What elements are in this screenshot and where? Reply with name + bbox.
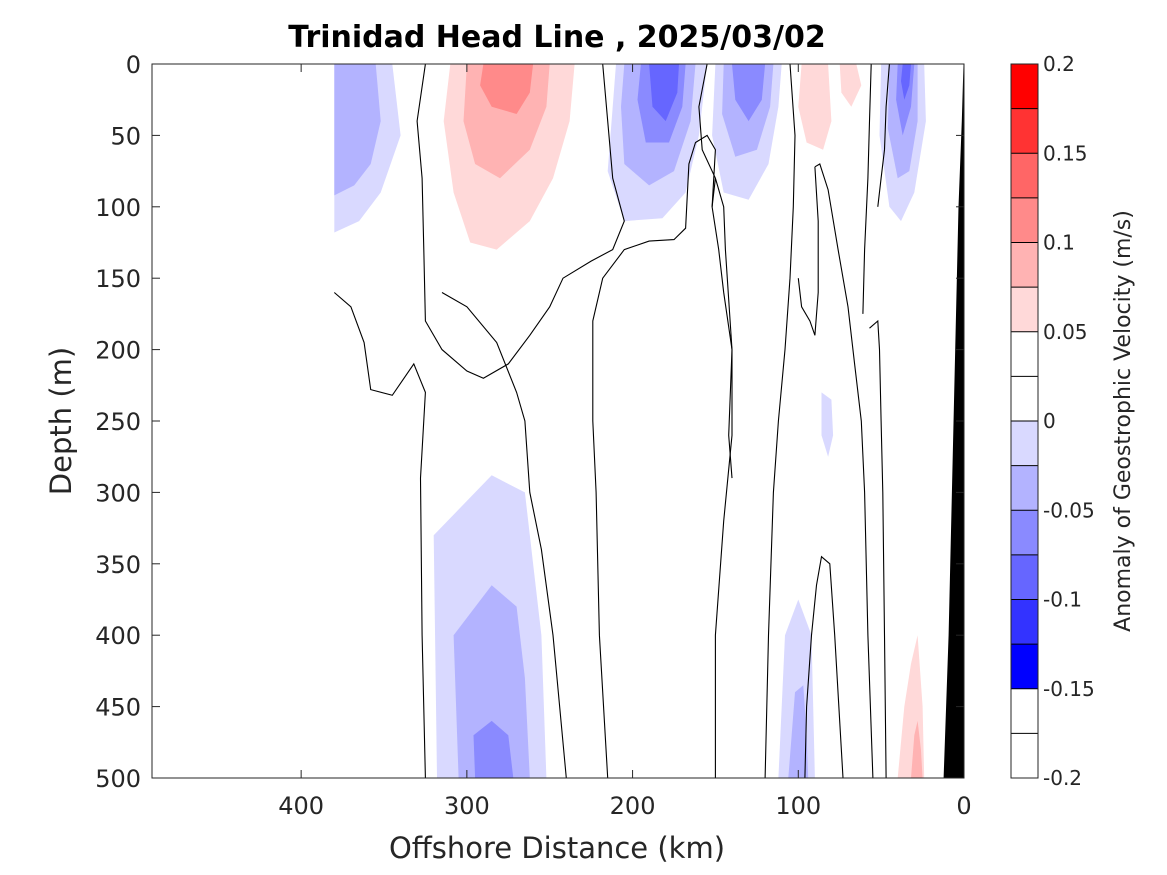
y-tick-label-450: 450 (95, 694, 141, 722)
contour-region-15 (839, 64, 862, 107)
colorbar-tick-label-7: -0.15 (1043, 677, 1095, 701)
y-tick-label-150: 150 (95, 265, 141, 293)
x-tick-label-300: 300 (444, 792, 490, 820)
contour-region-12 (732, 64, 766, 122)
colorbar-segment-0 (1011, 733, 1038, 778)
zero-contour-4 (592, 134, 733, 778)
colorbar-segment-4 (1011, 554, 1038, 600)
colorbar-segment-14 (1011, 108, 1038, 154)
y-axis-label: Depth (m) (44, 347, 78, 495)
x-axis-label: Offshore Distance (km) (389, 831, 725, 865)
y-tick-label-250: 250 (95, 408, 141, 436)
colorbar-segment-2 (1011, 644, 1038, 689)
colorbar-segment-13 (1011, 153, 1038, 198)
colorbar-segment-8 (1011, 376, 1038, 421)
zero-contour-7 (804, 555, 844, 778)
colorbar-tick-label-2: 0.1 (1043, 231, 1075, 255)
colorbar-segment-1 (1011, 688, 1038, 734)
chart-title: Trinidad Head Line , 2025/03/02 (288, 20, 825, 55)
y-tick-label-500: 500 (95, 765, 141, 793)
contour-region-25 (616, 335, 674, 778)
colorbar-segment-6 (1011, 465, 1038, 511)
colorbar-segment-9 (1011, 331, 1038, 377)
zero-contour-1 (416, 64, 625, 379)
bathymetry (914, 64, 964, 778)
contour-region-28 (788, 685, 809, 778)
colorbar-segment-5 (1011, 510, 1038, 555)
y-tick-label-350: 350 (95, 551, 141, 579)
colorbar-tick-label-3: 0.05 (1043, 320, 1088, 344)
x-tick-label-100: 100 (775, 792, 821, 820)
zero-contours (333, 64, 890, 778)
contour-region-1 (334, 64, 381, 196)
colorbar-segment-3 (1011, 599, 1038, 645)
contour-region-5 (480, 64, 534, 114)
zero-contour-0 (333, 292, 426, 778)
contour-region-21 (334, 421, 404, 778)
zero-contour-2 (441, 292, 567, 778)
y-tick-label-50: 50 (110, 122, 141, 150)
zero-contour-11 (869, 319, 887, 778)
colorbar-segment-15 (1011, 64, 1038, 109)
x-axis: 400 300 200 100 0 (278, 64, 972, 820)
x-tick-label-400: 400 (278, 792, 324, 820)
seafloor-wedge (914, 64, 964, 778)
zero-contour-8 (814, 163, 874, 778)
contour-region-23 (453, 585, 530, 778)
contour-region-26 (715, 449, 769, 778)
contour-region-24 (473, 720, 514, 778)
y-tick-label-200: 200 (95, 337, 141, 365)
contour-region-14 (798, 64, 832, 150)
zero-contour-10 (862, 64, 872, 314)
colorbar-segment-12 (1011, 197, 1038, 243)
y-tick-label-300: 300 (95, 479, 141, 507)
y-tick-label-400: 400 (95, 622, 141, 650)
contour-region-20 (821, 392, 834, 457)
y-axis: 0 50 100 150 200 250 300 350 400 450 500 (95, 51, 964, 793)
colorbar-tick-label-8: -0.2 (1043, 766, 1082, 790)
colorbar-segment-10 (1011, 287, 1038, 332)
colorbar-tick-label-1: 0.15 (1043, 141, 1088, 165)
contour-region-19 (901, 64, 911, 100)
colorbar-tick-label-5: -0.05 (1043, 498, 1095, 522)
y-tick-label-0: 0 (126, 51, 141, 79)
x-tick-label-0: 0 (956, 792, 971, 820)
colorbar-label: Anomaly of Geostrophic Velocity (m/s) (1111, 210, 1136, 632)
zero-contour-6 (764, 64, 796, 778)
zero-contour-3 (698, 64, 733, 778)
colorbar-segment-11 (1011, 242, 1038, 288)
plot-area (151, 63, 965, 779)
colorbar: 0.2 0.15 0.1 0.05 0 -0.05 -0.1 -0.15 -0.2 (1010, 52, 1095, 790)
contour-region-31 (911, 720, 923, 778)
zero-contour-12 (877, 64, 890, 207)
colorbar-segment-7 (1011, 421, 1038, 466)
x-tick-label-200: 200 (610, 792, 656, 820)
colorbar-tick-label-4: 0 (1043, 409, 1056, 433)
contour-region-18 (896, 64, 915, 136)
contour-region-9 (649, 64, 679, 122)
zero-contour-5 (711, 178, 716, 207)
colorbar-tick-label-0: 0.2 (1043, 52, 1075, 76)
zero-contour-9 (797, 166, 819, 336)
colorbar-tick-label-6: -0.1 (1043, 588, 1082, 612)
colorbar-frame (1010, 63, 1039, 779)
y-tick-label-100: 100 (95, 194, 141, 222)
